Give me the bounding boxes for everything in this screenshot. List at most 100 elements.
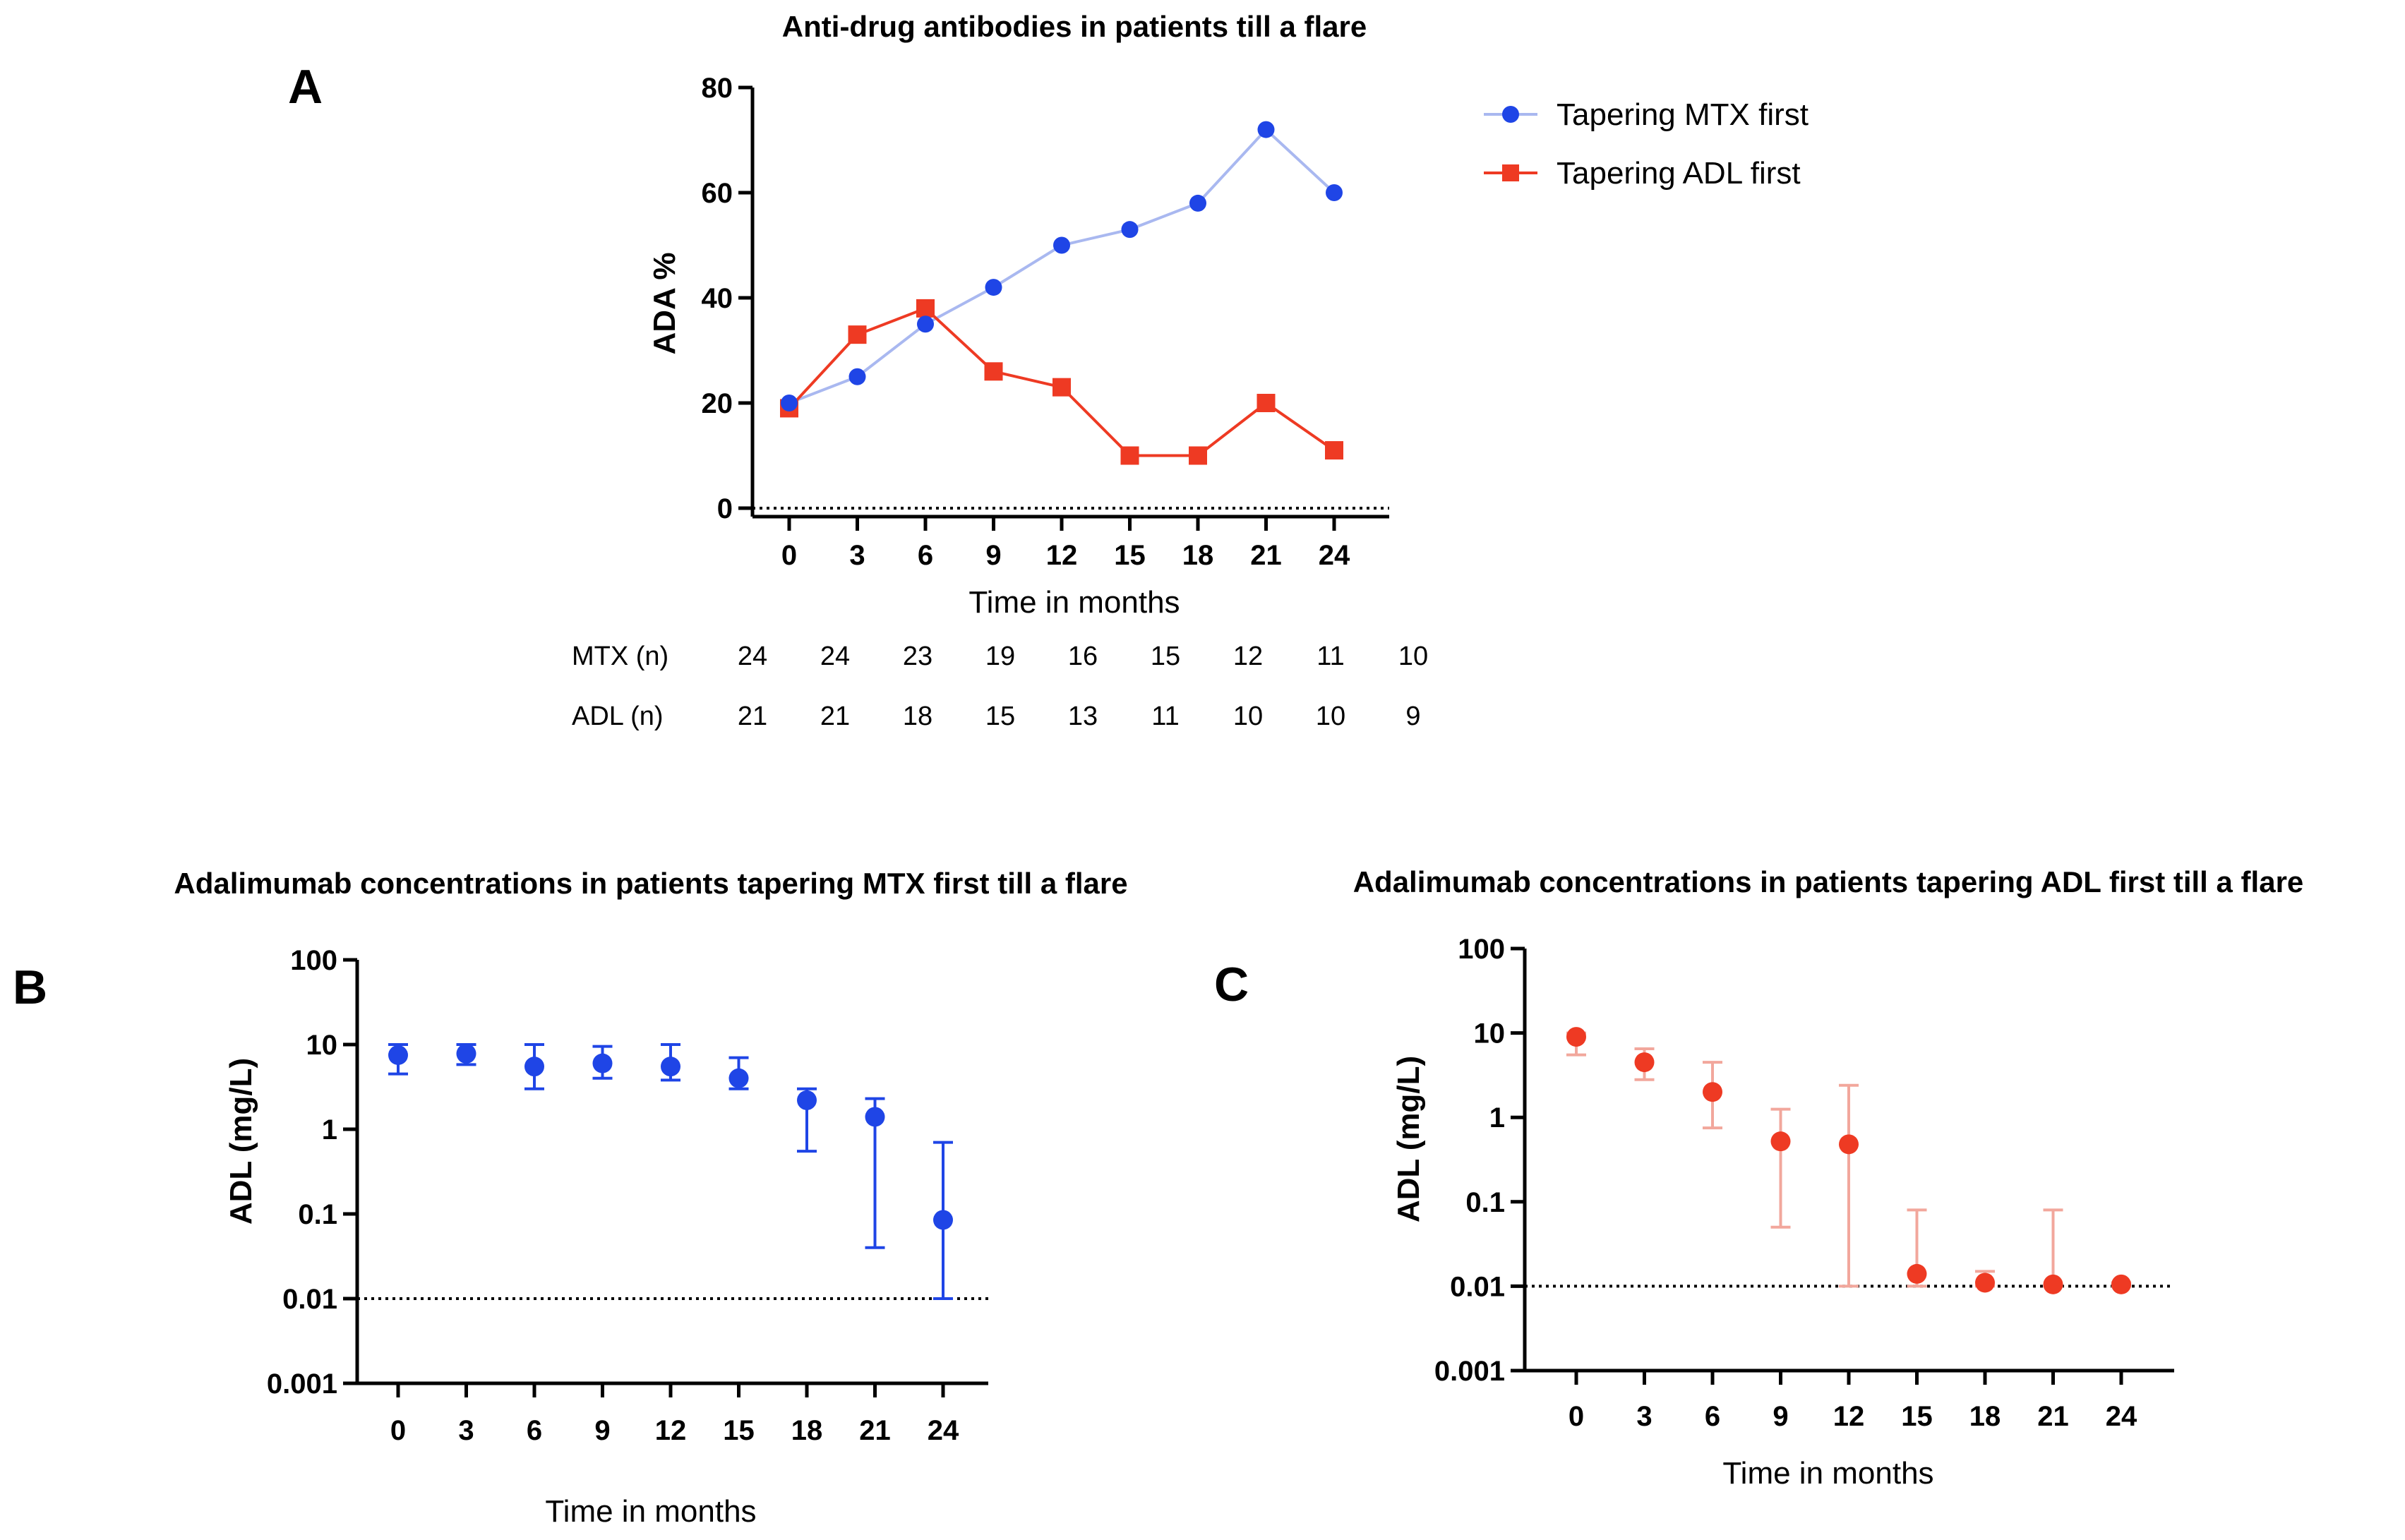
series-mtx-point bbox=[1257, 121, 1275, 138]
panel-b-xtick-label: 6 bbox=[527, 1415, 542, 1446]
panel-b-plot: 0.001 0.01 0.1 1 10 100 0 3 6 9 12 15 18 21 24 bbox=[267, 945, 988, 1446]
panel-c-xtick-label: 6 bbox=[1705, 1401, 1720, 1432]
panel-c-letter: C bbox=[1214, 958, 1249, 1011]
series-mtx-point bbox=[848, 368, 866, 385]
panel-a-xtick-label: 3 bbox=[849, 540, 865, 571]
panel-b-xtick-label: 18 bbox=[791, 1415, 823, 1446]
n-table-cell: 19 bbox=[985, 642, 1015, 671]
panel-b-data-point bbox=[388, 1045, 408, 1065]
panel-a-xtick-label: 15 bbox=[1114, 540, 1146, 571]
n-table-cell: 15 bbox=[1151, 642, 1180, 671]
series-adl-point bbox=[1189, 446, 1207, 465]
panel-b-xtick-label: 0 bbox=[390, 1415, 406, 1446]
panel-b-ytick-label: 100 bbox=[290, 945, 337, 976]
panel-c-xtick-label: 12 bbox=[1833, 1401, 1865, 1432]
n-table-cell: 10 bbox=[1316, 702, 1345, 731]
n-table-cell: 18 bbox=[903, 702, 932, 731]
panel-b-letter: B bbox=[13, 961, 47, 1014]
panel-a-letter: A bbox=[288, 60, 323, 114]
panel-c-data-point bbox=[1566, 1027, 1586, 1047]
n-table-cell: 9 bbox=[1405, 702, 1420, 731]
panel-b-ytick-label: 0.1 bbox=[298, 1199, 337, 1230]
panel-c-ytick-label: 10 bbox=[1474, 1018, 1506, 1049]
panel-a-ytick-label: 80 bbox=[702, 73, 733, 104]
series-adl-point bbox=[984, 362, 1003, 381]
series-mtx-point bbox=[1189, 194, 1206, 212]
panel-a-ytick-label: 20 bbox=[702, 388, 733, 419]
panel-b-title: Adalimumab concentrations in patients ta… bbox=[174, 867, 1127, 900]
n-table-cell: 24 bbox=[738, 642, 767, 671]
panel-c-plot: 0.001 0.01 0.1 1 10 100 0 3 6 9 12 15 18 21 24 bbox=[1434, 934, 2174, 1432]
panel-c-ytick-label: 100 bbox=[1458, 934, 1505, 965]
panel-c-xtick-label: 3 bbox=[1636, 1401, 1652, 1432]
series-mtx-point bbox=[1053, 236, 1070, 254]
n-table-cell: 24 bbox=[820, 642, 850, 671]
panel-a-title: Anti-drug antibodies in patients till a … bbox=[782, 10, 1367, 43]
panel-c-xtick-label: 21 bbox=[2037, 1401, 2069, 1432]
n-table-mtx-label: MTX (n) bbox=[572, 642, 668, 671]
panel-a-ytick-label: 40 bbox=[702, 283, 733, 314]
panel-a-xtick-label: 0 bbox=[781, 540, 797, 571]
panel-c-xtick-label: 9 bbox=[1773, 1401, 1788, 1432]
panel-c-ytick-label: 0.001 bbox=[1434, 1356, 1505, 1387]
panel-a-ylabel: ADA % bbox=[647, 252, 682, 354]
n-table-cell: 15 bbox=[985, 702, 1015, 731]
panel-b-xtick-label: 3 bbox=[458, 1415, 474, 1446]
series-mtx-point bbox=[917, 315, 934, 333]
n-table-cell: 11 bbox=[1317, 642, 1344, 671]
n-table-cell: 12 bbox=[1233, 642, 1263, 671]
panel-c-data-point bbox=[2111, 1274, 2131, 1294]
panel-a-xlabel: Time in months bbox=[968, 585, 1180, 620]
panel-c-data-point bbox=[2043, 1274, 2063, 1294]
panel-c-ytick-label: 0.01 bbox=[1450, 1271, 1505, 1302]
panel-b-ylabel: ADL (mg/L) bbox=[224, 1058, 258, 1225]
panel-b-data-point bbox=[661, 1057, 680, 1077]
panel-b-data-point bbox=[728, 1068, 749, 1088]
n-table-cell: 10 bbox=[1398, 642, 1428, 671]
panel-b-data-point bbox=[456, 1043, 476, 1064]
panel-a-xtick-label: 9 bbox=[985, 540, 1001, 571]
n-table-cell: 16 bbox=[1068, 642, 1098, 671]
n-table-cell: 21 bbox=[738, 702, 767, 731]
panel-c-ylabel: ADL (mg/L) bbox=[1391, 1056, 1426, 1222]
panel-b-data-point bbox=[865, 1107, 885, 1127]
series-mtx-point bbox=[1121, 221, 1139, 239]
panel-a-xtick-label: 12 bbox=[1046, 540, 1078, 571]
series-mtx-point bbox=[1326, 184, 1343, 201]
series-mtx-line bbox=[788, 127, 1336, 404]
panel-b-ytick-label: 0.001 bbox=[267, 1368, 337, 1400]
legend-mtx-label: Tapering MTX first bbox=[1557, 97, 1809, 132]
panel-b-ytick-label: 1 bbox=[322, 1114, 337, 1145]
n-table-cell: 21 bbox=[820, 702, 850, 731]
series-adl-point bbox=[1257, 394, 1276, 412]
panel-a-xtick-label: 6 bbox=[918, 540, 933, 571]
series-mtx-point bbox=[985, 279, 1002, 296]
panel-c-ytick-label: 1 bbox=[1489, 1102, 1505, 1133]
panel-b-data-point bbox=[592, 1053, 613, 1073]
panel-b-data-point bbox=[797, 1090, 817, 1110]
panel-b-xtick-label: 21 bbox=[859, 1415, 891, 1446]
panel-c-title: Adalimumab concentrations in patients ta… bbox=[1353, 865, 2304, 898]
panel-c-data-point bbox=[1634, 1052, 1655, 1073]
panel-a-legend: Tapering MTX first Tapering ADL first bbox=[1484, 97, 1809, 191]
panel-b-xtick-label: 9 bbox=[594, 1415, 610, 1446]
series-adl-point bbox=[848, 325, 867, 344]
n-table-adl-label: ADL (n) bbox=[572, 702, 664, 731]
n-table-cell: 10 bbox=[1233, 702, 1263, 731]
panel-b-ytick-label: 10 bbox=[306, 1030, 338, 1061]
panel-c-data-point bbox=[1770, 1131, 1791, 1152]
panel-b-ytick-label: 0.01 bbox=[282, 1284, 337, 1315]
panel-c-xtick-label: 18 bbox=[1969, 1401, 2001, 1432]
panel-c-xtick-label: 15 bbox=[1901, 1401, 1933, 1432]
series-adl-point bbox=[1120, 446, 1139, 465]
panel-a-plot: 0 20 40 60 80 0 3 6 9 12 15 18 21 24 24 24 23 19 16 15 12 11 1… bbox=[702, 73, 1429, 731]
panel-b-xtick-label: 24 bbox=[928, 1415, 959, 1446]
panel-b-xlabel: Time in months bbox=[545, 1494, 756, 1529]
panel-b-data-point bbox=[933, 1210, 953, 1230]
series-adl-point bbox=[1052, 378, 1071, 397]
n-table-cell: 13 bbox=[1068, 702, 1098, 731]
panel-b-data-point bbox=[524, 1057, 544, 1077]
panel-c-data-point bbox=[1907, 1263, 1927, 1284]
panel-a-ytick-label: 60 bbox=[702, 178, 733, 209]
